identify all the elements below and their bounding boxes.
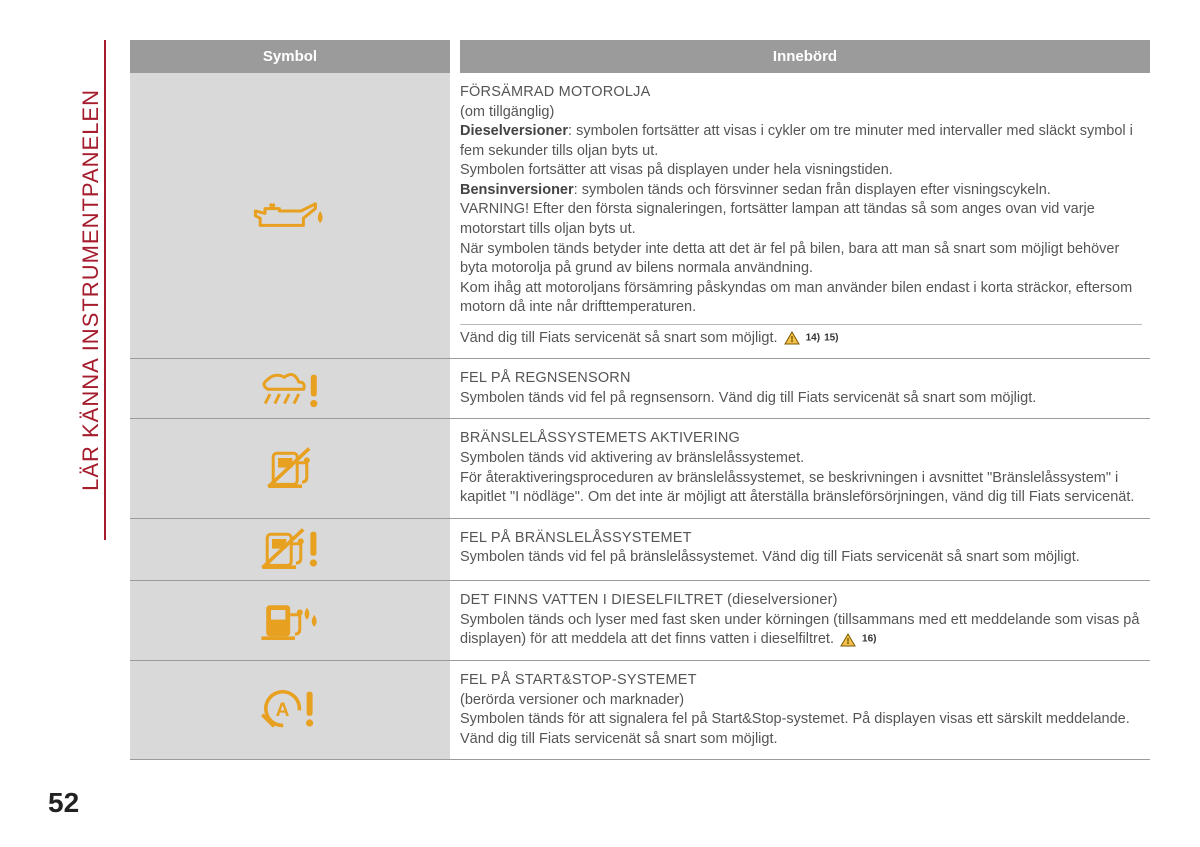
table-row: FÖRSÄMRAD MOTOROLJA(om tillgänglig)Diese…	[130, 73, 1150, 359]
meaning-cell: FÖRSÄMRAD MOTOROLJA(om tillgänglig)Diese…	[460, 73, 1150, 358]
section-tab: LÄR KÄNNA INSTRUMENTPANELEN	[70, 40, 106, 540]
fuel-cutoff-fault-icon	[260, 527, 320, 573]
col-header-symbol: Symbol	[130, 40, 450, 73]
section-title: LÄR KÄNNA INSTRUMENTPANELEN	[70, 89, 104, 491]
row-subtitle: (om tillgänglig)	[460, 103, 1142, 123]
row-body: Symbolen tänds vid fel på regnsensorn. V…	[460, 389, 1142, 409]
rain-sensor-icon	[258, 370, 323, 408]
row-body: Symbolen tänds och lyser med fast sken u…	[460, 611, 1142, 650]
symbol-cell	[130, 519, 450, 581]
meaning-cell: FEL PÅ REGNSENSORNSymbolen tänds vid fel…	[460, 359, 1150, 418]
symbol-cell	[130, 359, 450, 418]
table-row: DET FINNS VATTEN I DIESELFILTRET (diesel…	[130, 581, 1150, 661]
row-title: BRÄNSLELÅSSYSTEMETS AKTIVERING	[460, 429, 1142, 449]
table-row: FEL PÅ BRÄNSLELÅSSYSTEMETSymbolen tänds …	[130, 519, 1150, 582]
row-body: Dieselversioner: symbolen fortsätter att…	[460, 122, 1142, 318]
table-row: FEL PÅ REGNSENSORNSymbolen tänds vid fel…	[130, 359, 1150, 419]
symbol-cell	[130, 419, 450, 517]
row-body: Symbolen tänds för att signalera fel på …	[460, 710, 1142, 749]
symbol-table: Symbol Innebörd FÖRSÄMRAD MOTOROLJA(om t…	[130, 40, 1150, 760]
fuel-cutoff-icon	[266, 446, 314, 492]
warning-badge-icon	[840, 633, 856, 647]
row-title: FEL PÅ BRÄNSLELÅSSYSTEMET	[460, 529, 1142, 549]
row-footer: Vänd dig till Fiats servicenät så snart …	[460, 324, 1142, 349]
start-stop-fault-icon	[261, 687, 319, 733]
row-title: FÖRSÄMRAD MOTOROLJA	[460, 83, 1142, 103]
table-row: FEL PÅ START&STOP-SYSTEMET(berörda versi…	[130, 661, 1150, 760]
meaning-cell: FEL PÅ BRÄNSLELÅSSYSTEMETSymbolen tänds …	[460, 519, 1150, 581]
symbol-cell	[130, 581, 450, 660]
col-header-meaning: Innebörd	[460, 40, 1150, 73]
ref-number: 15)	[824, 332, 838, 343]
table-header: Symbol Innebörd	[130, 40, 1150, 73]
symbol-cell	[130, 73, 450, 358]
ref-number: 14)	[806, 332, 820, 343]
meaning-cell: FEL PÅ START&STOP-SYSTEMET(berörda versi…	[460, 661, 1150, 759]
row-title: FEL PÅ START&STOP-SYSTEMET	[460, 671, 1142, 691]
water-in-diesel-icon	[259, 598, 321, 644]
row-title: DET FINNS VATTEN I DIESELFILTRET (diesel…	[460, 591, 1142, 611]
row-subtitle: (berörda versioner och marknader)	[460, 691, 1142, 711]
row-title: FEL PÅ REGNSENSORN	[460, 369, 1142, 389]
row-body: Symbolen tänds vid aktivering av bränsle…	[460, 449, 1142, 508]
ref-number: 16)	[862, 634, 876, 645]
meaning-cell: BRÄNSLELÅSSYSTEMETS AKTIVERINGSymbolen t…	[460, 419, 1150, 517]
oil-can-icon	[253, 199, 327, 233]
table-row: BRÄNSLELÅSSYSTEMETS AKTIVERINGSymbolen t…	[130, 419, 1150, 518]
symbol-cell	[130, 661, 450, 759]
meaning-cell: DET FINNS VATTEN I DIESELFILTRET (diesel…	[460, 581, 1150, 660]
page-number: 52	[48, 787, 79, 819]
warning-badge-icon	[784, 331, 800, 345]
row-body: Symbolen tänds vid fel på bränslelåssyst…	[460, 548, 1142, 568]
